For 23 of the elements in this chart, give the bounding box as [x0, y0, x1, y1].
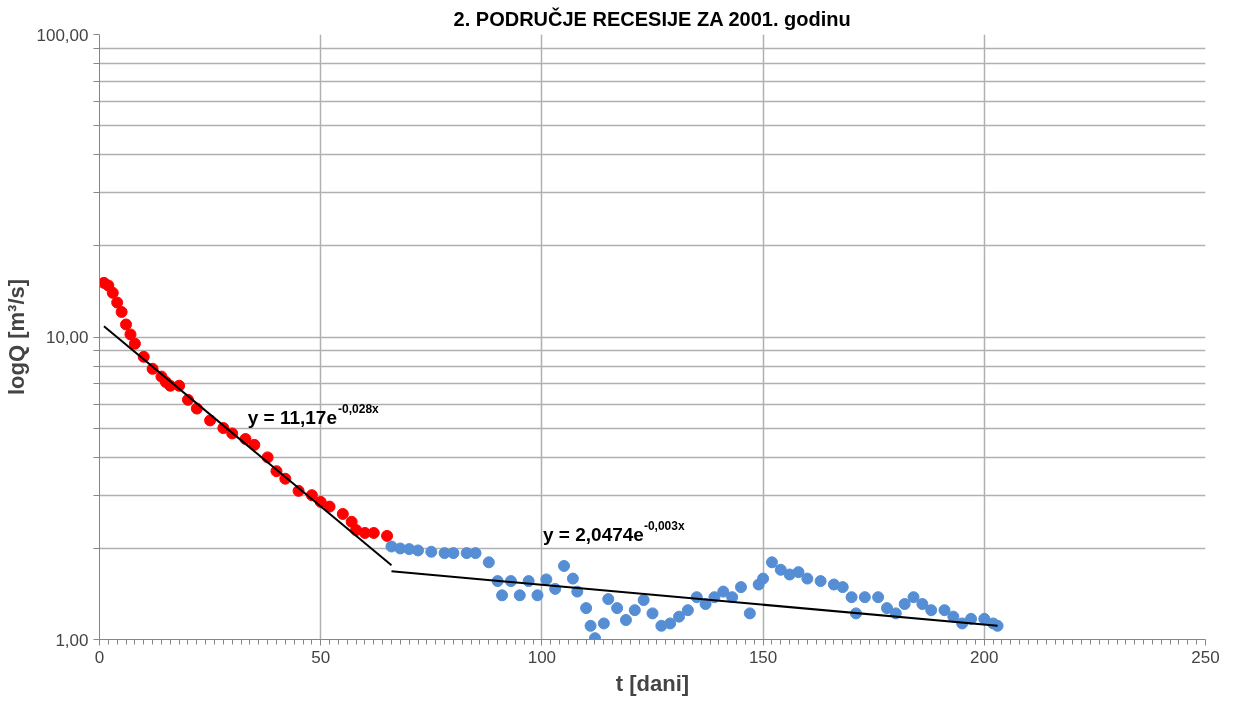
- point: [106, 286, 119, 299]
- point: [323, 500, 336, 513]
- y-axis-title: logQ [m³/s]: [3, 278, 29, 396]
- chart-title: 2. PODRUČJE RECESIJE ZA 2001. godinu: [453, 6, 851, 30]
- point: [120, 318, 133, 331]
- x-tick-label: 0: [94, 647, 105, 667]
- point: [248, 438, 261, 451]
- x-axis-title: t [dani]: [615, 670, 690, 696]
- point: [128, 337, 141, 350]
- y-tick-label: 10,00: [45, 328, 89, 347]
- x-tick-label: 150: [748, 647, 778, 667]
- x-tick-label: 100: [527, 647, 557, 667]
- x-tick-label: 50: [311, 647, 331, 667]
- x-tick-label: 200: [970, 647, 999, 667]
- x-tick-label: 250: [1191, 647, 1220, 667]
- point: [124, 328, 137, 341]
- point: [336, 507, 349, 520]
- point: [345, 515, 358, 528]
- point: [111, 296, 124, 309]
- y-tick-label: 1,00: [55, 630, 89, 650]
- point: [381, 529, 394, 542]
- point: [115, 305, 128, 318]
- y-tick-label: 100,00: [36, 25, 89, 45]
